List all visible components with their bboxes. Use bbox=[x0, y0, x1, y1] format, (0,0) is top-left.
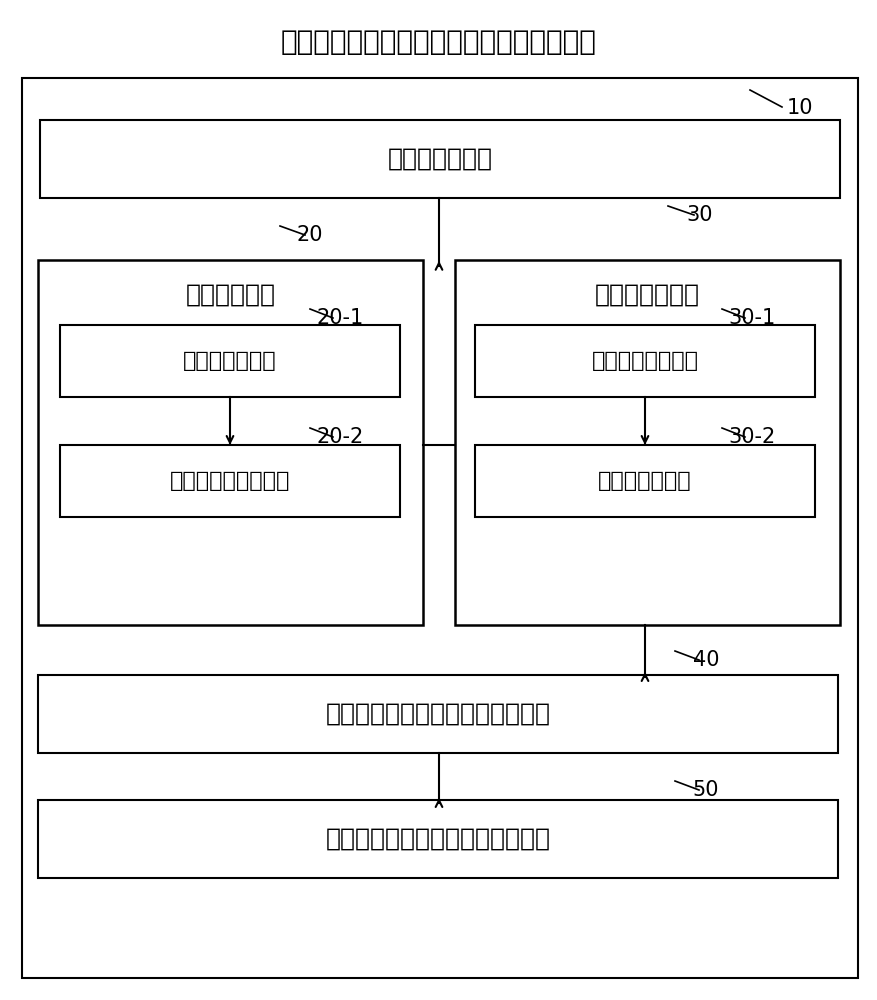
Bar bbox=[474, 325, 814, 397]
Bar bbox=[474, 445, 814, 517]
Text: 10: 10 bbox=[786, 98, 812, 118]
Text: 极坐标确定子单元: 极坐标确定子单元 bbox=[591, 351, 698, 371]
Text: 可见光图像生物特征区域确定单元: 可见光图像生物特征区域确定单元 bbox=[325, 827, 550, 851]
Bar bbox=[40, 120, 839, 198]
Text: 边缘像素去除子单元: 边缘像素去除子单元 bbox=[169, 471, 290, 491]
Bar bbox=[38, 260, 423, 625]
Bar bbox=[60, 445, 400, 517]
Text: 关键点确定单元: 关键点确定单元 bbox=[595, 283, 699, 307]
Text: 20-1: 20-1 bbox=[316, 308, 363, 328]
Bar bbox=[60, 325, 400, 397]
Text: 非接触式采集图像的生物特征区域定位装置: 非接触式采集图像的生物特征区域定位装置 bbox=[281, 28, 596, 56]
Text: 20-2: 20-2 bbox=[316, 427, 363, 447]
Text: 40: 40 bbox=[692, 650, 718, 670]
Text: 顶点确定子单元: 顶点确定子单元 bbox=[597, 471, 691, 491]
Bar bbox=[454, 260, 839, 625]
Text: 20: 20 bbox=[296, 225, 323, 245]
Bar bbox=[38, 675, 837, 753]
Text: 二值化处理单元: 二值化处理单元 bbox=[387, 147, 492, 171]
Bar bbox=[38, 800, 837, 878]
Text: 30-2: 30-2 bbox=[728, 427, 774, 447]
Text: 30: 30 bbox=[686, 205, 712, 225]
Text: 图像填充子单元: 图像填充子单元 bbox=[183, 351, 276, 371]
Text: 50: 50 bbox=[692, 780, 718, 800]
Text: 近红外图像生物特征区域确定单元: 近红外图像生物特征区域确定单元 bbox=[325, 702, 550, 726]
Text: 去噪处理单元: 去噪处理单元 bbox=[185, 283, 275, 307]
Text: 30-1: 30-1 bbox=[728, 308, 774, 328]
